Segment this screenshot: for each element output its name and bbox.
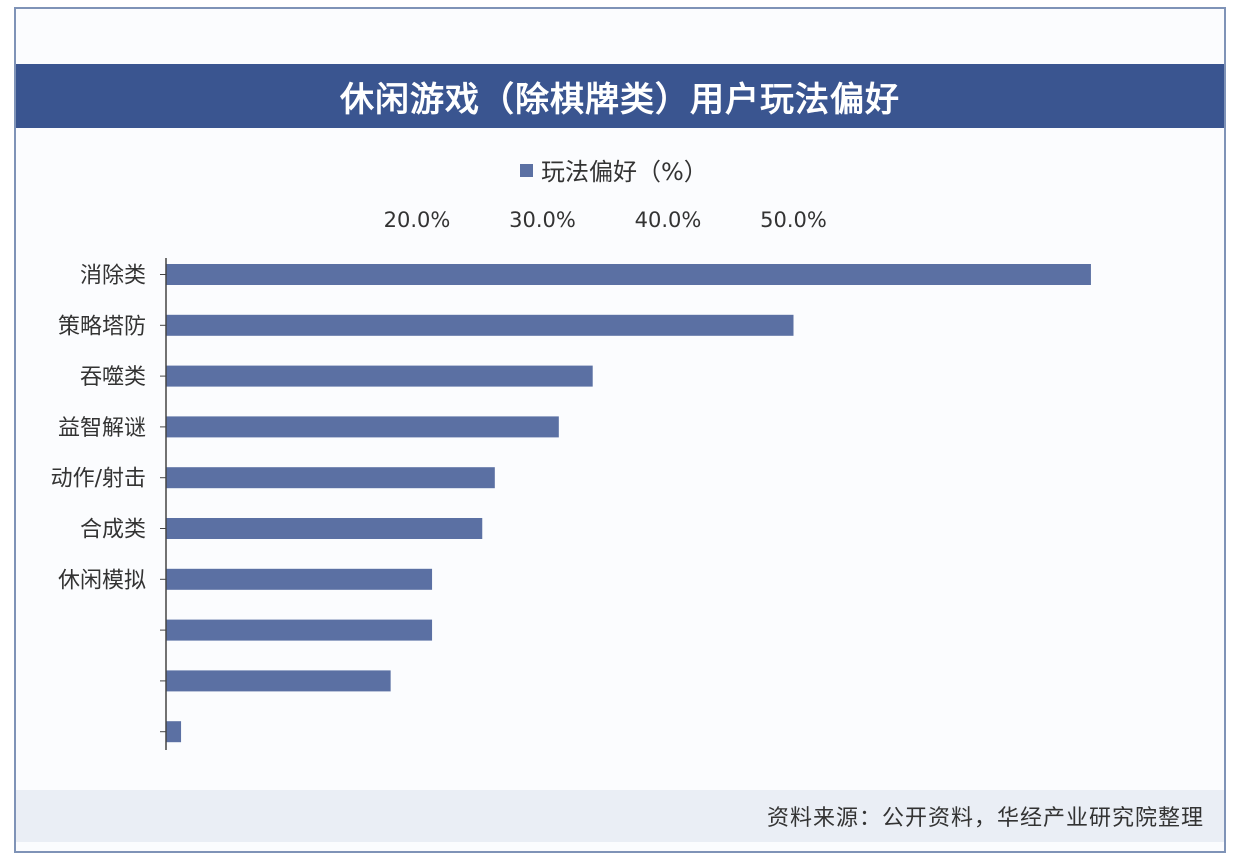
source-note: 资料来源：公开资料，华经产业研究院整理 [766, 806, 1204, 831]
bar [166, 619, 433, 641]
category-label: 益智解谜 [58, 416, 146, 441]
x-tick-label: 30.0% [509, 208, 576, 232]
legend-swatch [520, 164, 533, 177]
x-tick-label: 40.0% [635, 208, 702, 232]
legend: 玩法偏好（%） [520, 158, 708, 186]
bar [166, 314, 794, 336]
category-label: 吞噬类 [80, 365, 146, 390]
bar [166, 721, 182, 743]
bar [166, 518, 483, 539]
bar [166, 568, 433, 590]
category-label: 合成类 [80, 518, 146, 543]
bar [166, 670, 391, 692]
chart-title: 休闲游戏（除棋牌类）用户玩法偏好 [340, 79, 900, 120]
x-tick-label: 20.0% [384, 208, 451, 232]
footer-bar [16, 790, 1224, 842]
category-label: 休闲模拟 [58, 568, 146, 593]
bar [166, 416, 559, 438]
category-label: 策略塔防 [58, 314, 146, 339]
x-axis-ticks: 20.0% 30.0% 40.0% 50.0% [384, 208, 827, 232]
bar [166, 264, 1091, 285]
title-bar: 休闲游戏（除棋牌类）用户玩法偏好 [16, 64, 1224, 128]
x-tick-label: 50.0% [760, 208, 827, 232]
bar [166, 467, 495, 489]
bar [166, 365, 593, 387]
bars [166, 264, 1091, 743]
category-label: 消除类 [80, 264, 146, 289]
legend-label: 玩法偏好（%） [541, 158, 708, 186]
category-label: 动作/射击 [51, 467, 146, 492]
